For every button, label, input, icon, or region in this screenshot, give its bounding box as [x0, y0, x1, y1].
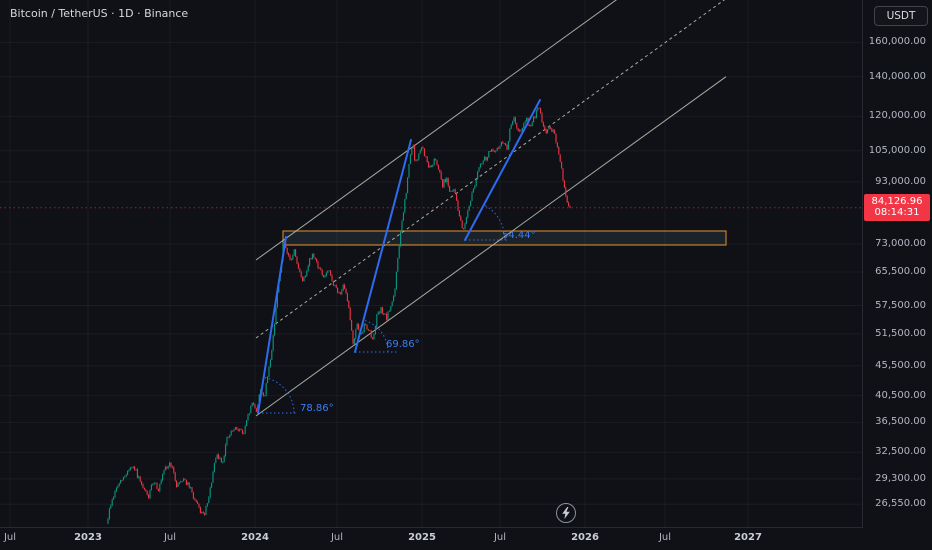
price-tick-label: 93,000.00 — [875, 175, 926, 187]
price-tick-label: 140,000.00 — [868, 70, 926, 82]
time-tick-label: Jul — [658, 532, 672, 543]
price-tick-label: 26,550.00 — [875, 498, 926, 510]
price-tick-label: 45,500.00 — [875, 359, 926, 371]
trend-line-1[interactable] — [257, 236, 298, 414]
time-tick-label: 2026 — [571, 532, 599, 543]
price-tick-label: 29,300.00 — [875, 472, 926, 484]
time-tick-label: 2024 — [241, 532, 269, 543]
time-tick-label: Jul — [163, 532, 177, 543]
price-tick-label: 40,500.00 — [875, 389, 926, 401]
chart-plot-area[interactable]: Bitcoin / TetherUS · 1D · Binance 78.86°… — [0, 0, 863, 528]
candles-layer — [107, 106, 571, 525]
time-axis[interactable]: Jul 2023 Jul 2024 Jul 2025 Jul 2026 Jul 2027 — [0, 528, 862, 550]
price-tick-label: 65,500.00 — [875, 266, 926, 278]
price-tick-label: 160,000.00 — [868, 36, 926, 48]
price-tick-label: 73,000.00 — [875, 238, 926, 250]
price-tick-label: 57,500.00 — [875, 299, 926, 311]
support-zone-rectangle[interactable] — [282, 230, 727, 246]
price-unit-toggle-button[interactable]: USDT — [874, 6, 928, 26]
trend-angle-label: 78.86° — [300, 403, 334, 414]
price-tick-label: 120,000.00 — [868, 110, 926, 122]
lightning-bolt-icon — [562, 507, 570, 519]
parallel-channel[interactable] — [255, 0, 727, 417]
time-tick-label: Jul — [3, 532, 17, 543]
price-tick-label: 51,500.00 — [875, 327, 926, 339]
time-tick-label: 2023 — [74, 532, 102, 543]
bar-countdown: 08:14:31 — [874, 206, 920, 218]
price-tick-label: 105,000.00 — [868, 144, 926, 156]
time-tick-label: 2027 — [734, 532, 762, 543]
time-tick-label: Jul — [493, 532, 507, 543]
trend-angle-label: 54.44° — [502, 230, 536, 241]
price-axis[interactable]: 84,126.96 08:14:31 160,000.00 140,000.00 1… — [863, 0, 932, 527]
time-tick-label: 2025 — [408, 532, 436, 543]
quick-action-lightning-button[interactable] — [556, 503, 576, 523]
current-price-value: 84,126.96 — [871, 195, 923, 207]
price-tick-label: 32,500.00 — [875, 446, 926, 458]
price-tick-label: 36,500.00 — [875, 416, 926, 428]
symbol-title[interactable]: Bitcoin / TetherUS · 1D · Binance — [10, 7, 189, 20]
trend-angle-label: 69.86° — [386, 339, 420, 350]
trend-line-3[interactable] — [464, 99, 541, 241]
trend-line-2[interactable] — [354, 139, 412, 353]
current-price-badge: 84,126.96 08:14:31 — [864, 193, 930, 221]
gridlines — [0, 0, 862, 527]
candlestick-chart-canvas[interactable] — [0, 0, 862, 527]
time-tick-label: Jul — [330, 532, 344, 543]
